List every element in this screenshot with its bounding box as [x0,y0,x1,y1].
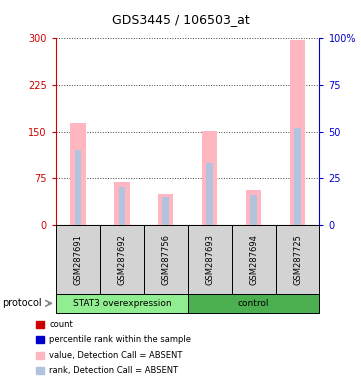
Bar [114,182,130,225]
Bar [206,163,213,225]
Text: protocol: protocol [2,298,42,308]
Text: GSM287725: GSM287725 [293,234,302,285]
Bar [250,195,257,225]
Text: GSM287691: GSM287691 [73,234,82,285]
Bar [294,128,301,225]
Bar [70,123,86,225]
Text: GSM287694: GSM287694 [249,234,258,285]
Bar [290,40,305,225]
Text: GSM287756: GSM287756 [161,234,170,285]
Text: GSM287693: GSM287693 [205,234,214,285]
Text: GDS3445 / 106503_at: GDS3445 / 106503_at [112,13,249,26]
Text: value, Detection Call = ABSENT: value, Detection Call = ABSENT [49,351,183,360]
Text: percentile rank within the sample: percentile rank within the sample [49,335,191,344]
Bar [162,197,169,225]
Text: GSM287692: GSM287692 [117,234,126,285]
Text: rank, Detection Call = ABSENT: rank, Detection Call = ABSENT [49,366,179,375]
Text: control: control [238,299,269,308]
Text: STAT3 overexpression: STAT3 overexpression [73,299,171,308]
Bar [158,194,173,225]
Bar [75,150,81,225]
Bar [246,190,261,225]
Text: count: count [49,320,73,329]
Bar [202,131,217,225]
Bar [118,187,125,225]
